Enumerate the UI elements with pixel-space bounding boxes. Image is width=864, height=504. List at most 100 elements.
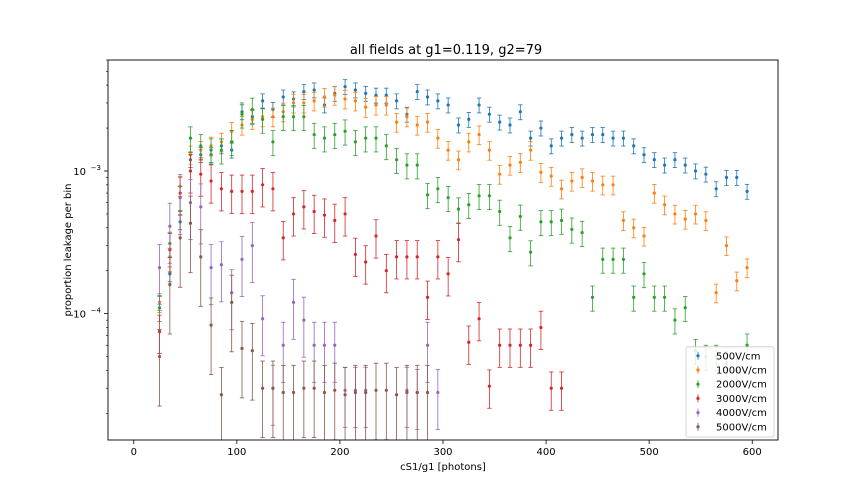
data-point [704, 172, 708, 176]
legend-label: 5000V/cm [716, 422, 767, 433]
data-point [487, 148, 491, 152]
data-point [549, 220, 553, 224]
data-point [364, 260, 368, 264]
data-point [446, 196, 450, 200]
legend-label: 500V/cm [716, 351, 761, 362]
data-point [425, 295, 430, 299]
legend-label: 3000V/cm [716, 394, 767, 405]
data-point [302, 101, 306, 105]
data-point [333, 93, 337, 97]
data-point [312, 343, 316, 347]
data-point [395, 255, 399, 259]
data-point [415, 90, 419, 94]
data-point [415, 163, 419, 167]
data-point [673, 318, 677, 322]
data-point [425, 120, 430, 124]
data-point [446, 103, 450, 107]
data-point [157, 306, 162, 310]
data-point [374, 234, 378, 238]
data-point [621, 136, 625, 140]
data-point [384, 388, 388, 392]
chart-title: all fields at g1=0.119, g2=79 [350, 43, 542, 58]
data-point [446, 148, 450, 152]
data-point [312, 88, 316, 92]
data-point [219, 263, 223, 267]
data-point [322, 136, 327, 140]
data-point [353, 88, 357, 92]
data-point [724, 175, 729, 180]
legend-label: 1000V/cm [716, 366, 767, 377]
data-point [714, 291, 718, 295]
data-point [621, 257, 625, 261]
data-point [291, 101, 296, 105]
legend-marker [696, 354, 700, 358]
data-point [240, 189, 244, 193]
data-point [291, 115, 296, 119]
plot-area [157, 79, 750, 440]
data-point [477, 103, 481, 107]
data-point [539, 126, 543, 130]
data-point [178, 236, 182, 240]
data-point [271, 115, 275, 119]
data-point [415, 123, 419, 127]
data-point [621, 218, 625, 223]
x-tick-label: 500 [640, 447, 659, 458]
data-point [333, 388, 337, 392]
data-point [508, 163, 512, 167]
data-point [364, 91, 368, 95]
data-point [498, 343, 502, 347]
data-point [322, 390, 327, 395]
data-point [312, 132, 316, 137]
data-point [456, 207, 461, 211]
data-point [673, 158, 677, 162]
data-point [498, 172, 502, 176]
data-point [745, 266, 749, 270]
data-point [425, 193, 430, 197]
data-point [549, 144, 553, 148]
data-point [384, 269, 388, 273]
y-tick-label: 10 [73, 310, 86, 321]
data-point [693, 169, 698, 173]
data-point [405, 255, 409, 259]
data-point [498, 120, 502, 124]
data-point [312, 99, 316, 103]
data-point [601, 257, 605, 261]
data-point [590, 295, 595, 299]
legend-marker [696, 411, 700, 415]
data-point [663, 163, 667, 167]
data-point [529, 343, 533, 347]
data-point [281, 390, 285, 395]
data-point [343, 85, 347, 89]
data-point [302, 318, 306, 322]
data-point [302, 115, 306, 119]
y-tick-exponent: −3 [91, 164, 101, 172]
data-point [704, 218, 708, 223]
data-point [281, 343, 285, 347]
data-point [364, 390, 368, 395]
data-point [188, 169, 193, 173]
data-point [642, 153, 646, 157]
data-point [343, 212, 347, 216]
data-point [384, 103, 388, 107]
data-point [405, 115, 409, 119]
data-point [529, 136, 533, 140]
data-point [240, 112, 244, 116]
data-point [559, 386, 564, 390]
data-point [312, 209, 316, 214]
data-point [199, 172, 203, 176]
legend-box [685, 346, 775, 438]
y-tick-exponent: −4 [91, 307, 102, 315]
data-point [250, 349, 254, 353]
legend-marker [696, 368, 700, 372]
data-point [549, 174, 553, 178]
data-point [467, 340, 471, 344]
data-point [477, 132, 481, 137]
data-point [539, 325, 543, 330]
data-point [415, 255, 419, 259]
data-point [487, 112, 491, 116]
data-point [374, 388, 378, 392]
data-point [364, 136, 368, 140]
data-point [230, 140, 234, 144]
x-axis-label: cS1/g1 [photons] [400, 462, 486, 473]
data-point [219, 148, 223, 152]
